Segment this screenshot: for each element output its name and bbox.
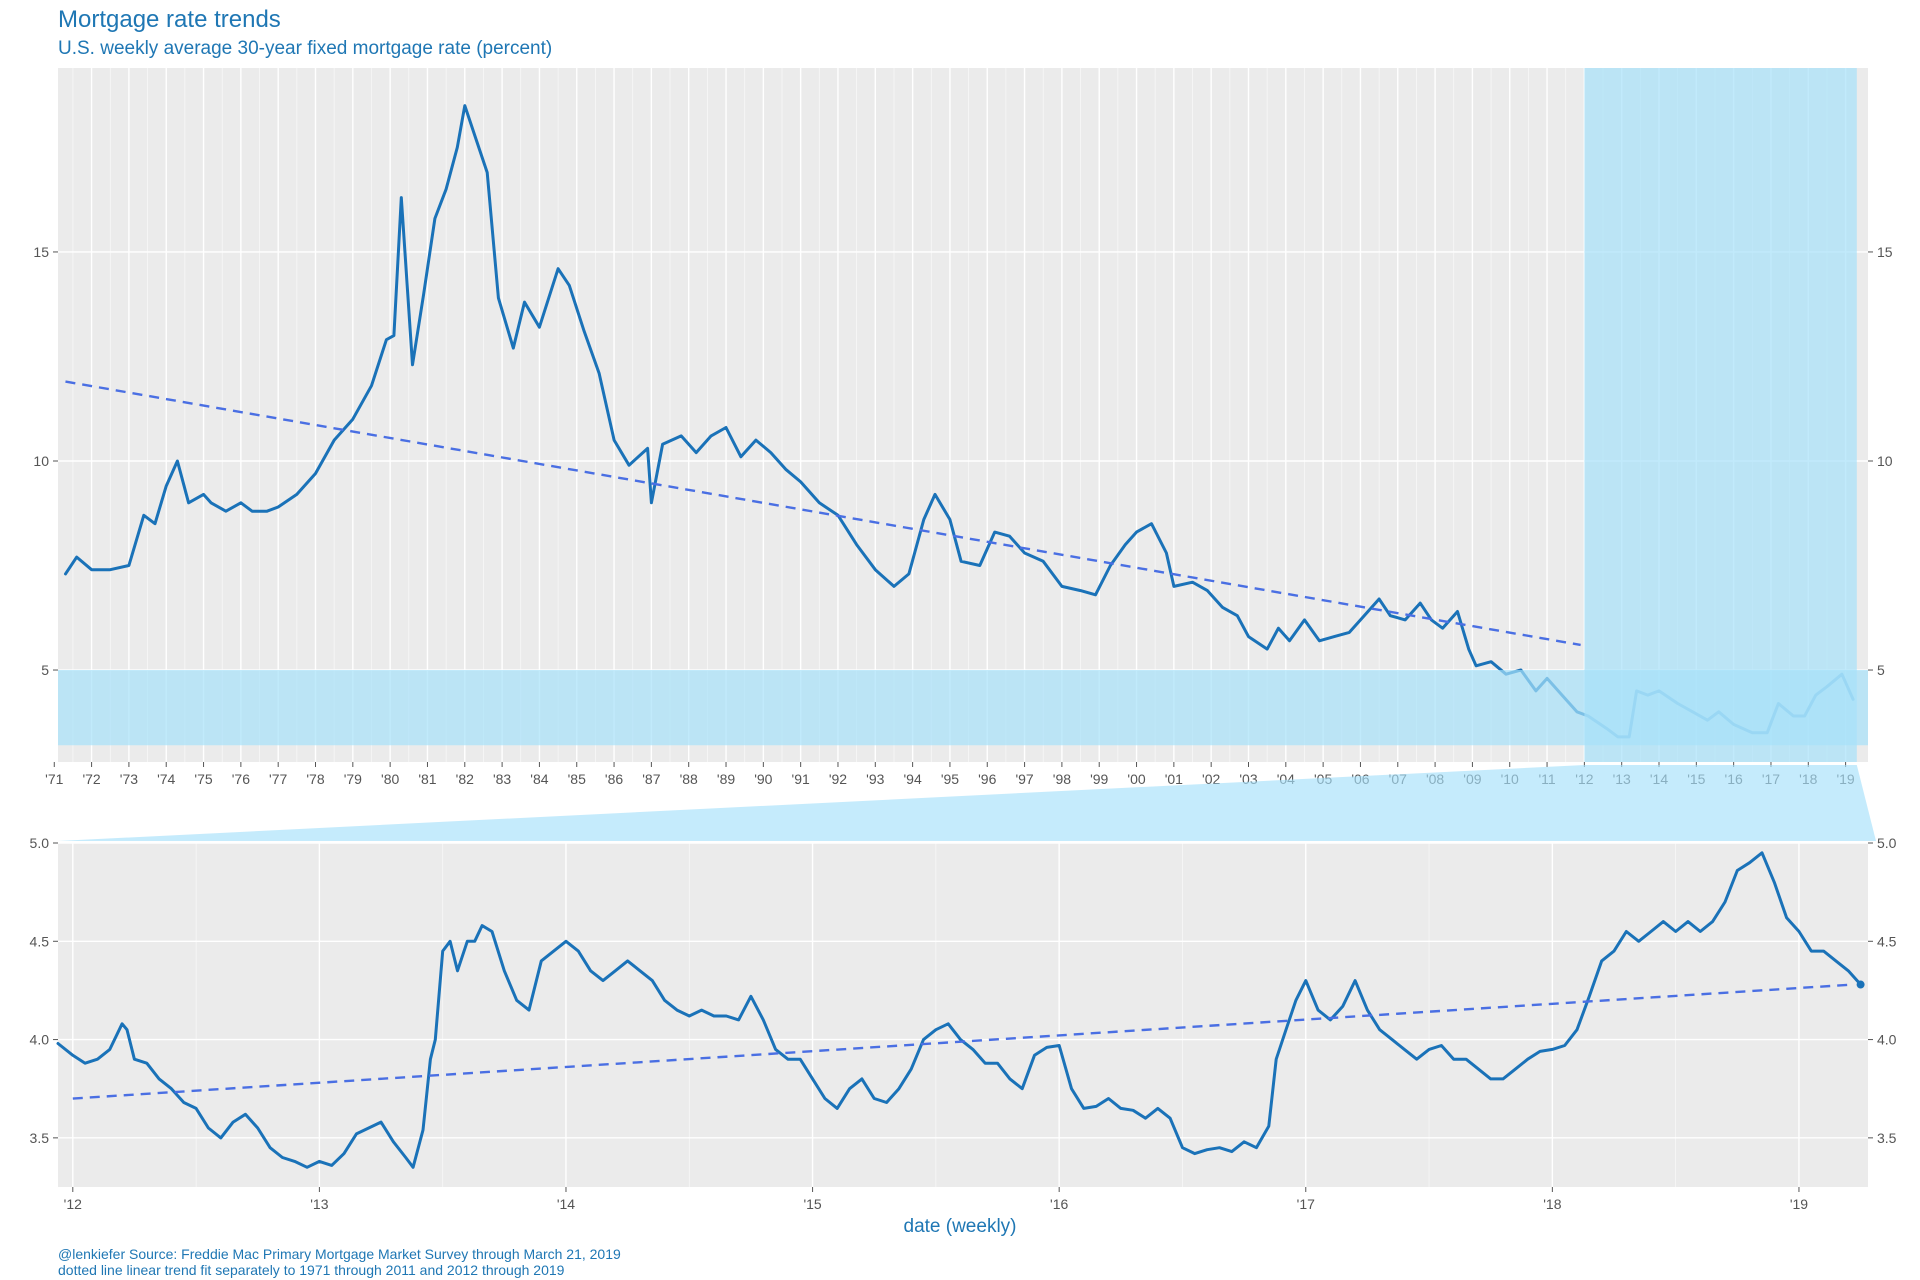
top-x-tick-label: '01	[1165, 771, 1183, 787]
top-x-tick-label: '02	[1202, 771, 1220, 787]
caption-note: dotted line linear trend fit separately …	[58, 1262, 565, 1278]
bottom-x-tick-label: '12	[64, 1196, 82, 1212]
bottom-y-tick-label-left: 4.5	[30, 933, 50, 949]
bottom-x-tick-label: '13	[310, 1196, 328, 1212]
top-y-tick-label-left: 15	[33, 244, 49, 260]
bottom-y-tick-label-left: 5.0	[30, 835, 50, 851]
top-y-tick-label-left: 5	[41, 662, 49, 678]
top-x-tick-label: '94	[903, 771, 921, 787]
top-x-tick-label: '83	[493, 771, 511, 787]
top-x-tick-label: '96	[978, 771, 996, 787]
top-x-tick-label: '86	[605, 771, 623, 787]
top-x-tick-label: '91	[792, 771, 810, 787]
top-x-tick-label: '89	[717, 771, 735, 787]
top-highlight-y-band	[58, 670, 1868, 746]
top-x-tick-label: '97	[1015, 771, 1033, 787]
bottom-x-tick-label: '19	[1790, 1196, 1808, 1212]
top-x-tick-label: '87	[642, 771, 660, 787]
bottom-trend-line	[72, 983, 1854, 1100]
bottom-x-tick-label: '16	[1050, 1196, 1068, 1212]
bottom-x-tick-label: '18	[1543, 1196, 1561, 1212]
chart-title: Mortgage rate trends	[58, 6, 281, 33]
bottom-y-tick-label-right: 3.5	[1877, 1130, 1897, 1146]
top-y-tick-label-left: 10	[33, 453, 49, 469]
top-x-tick-label: '92	[829, 771, 847, 787]
top-x-tick-label: '85	[568, 771, 586, 787]
bottom-rate-series-line	[56, 851, 1863, 1169]
top-x-tick-label: '78	[306, 771, 324, 787]
top-y-tick-label-right: 5	[1877, 662, 1885, 678]
top-x-tick-label: '79	[344, 771, 362, 787]
top-x-tick-label: '76	[232, 771, 250, 787]
top-x-tick-label: '72	[82, 771, 100, 787]
bottom-y-tick-label-right: 4.0	[1877, 1032, 1897, 1048]
top-x-tick-label: '77	[269, 771, 287, 787]
top-y-tick-label-right: 10	[1877, 453, 1893, 469]
top-x-tick-label: '93	[866, 771, 884, 787]
top-x-tick-label: '90	[754, 771, 772, 787]
top-x-tick-label: '82	[456, 771, 474, 787]
bottom-x-tick-label: '14	[557, 1196, 575, 1212]
bottom-y-tick-label-right: 5.0	[1877, 835, 1897, 851]
top-x-tick-label: '99	[1090, 771, 1108, 787]
top-x-tick-label: '98	[1053, 771, 1071, 787]
top-y-tick-label-right: 15	[1877, 244, 1893, 260]
top-x-tick-label: '00	[1127, 771, 1145, 787]
top-x-tick-label: '95	[941, 771, 959, 787]
top-trend-line	[65, 380, 1581, 647]
bottom-y-tick-label-right: 4.5	[1877, 933, 1897, 949]
zoom-connector	[58, 765, 1876, 841]
top-highlight-x-band	[1584, 68, 1857, 762]
x-axis-label: date (weekly)	[903, 1216, 1017, 1237]
top-x-tick-label: '74	[157, 771, 175, 787]
top-x-tick-label: '75	[194, 771, 212, 787]
bottom-y-tick-label-left: 4.0	[30, 1032, 50, 1048]
caption-source: @lenkiefer Source: Freddie Mac Primary M…	[58, 1246, 621, 1262]
top-panel-background	[58, 68, 1868, 762]
chart-subtitle: U.S. weekly average 30-year fixed mortga…	[58, 38, 553, 59]
top-x-tick-label: '84	[530, 771, 548, 787]
bottom-y-tick-label-left: 3.5	[30, 1130, 50, 1146]
bottom-x-tick-label: '15	[803, 1196, 821, 1212]
top-x-tick-label: '88	[680, 771, 698, 787]
bottom-panel-background	[58, 843, 1868, 1187]
bottom-latest-point	[1856, 980, 1865, 989]
bottom-x-tick-label: '17	[1297, 1196, 1315, 1212]
top-x-tick-label: '81	[418, 771, 436, 787]
top-x-tick-label: '71	[45, 771, 63, 787]
top-x-tick-label: '80	[381, 771, 399, 787]
top-x-tick-label: '73	[120, 771, 138, 787]
